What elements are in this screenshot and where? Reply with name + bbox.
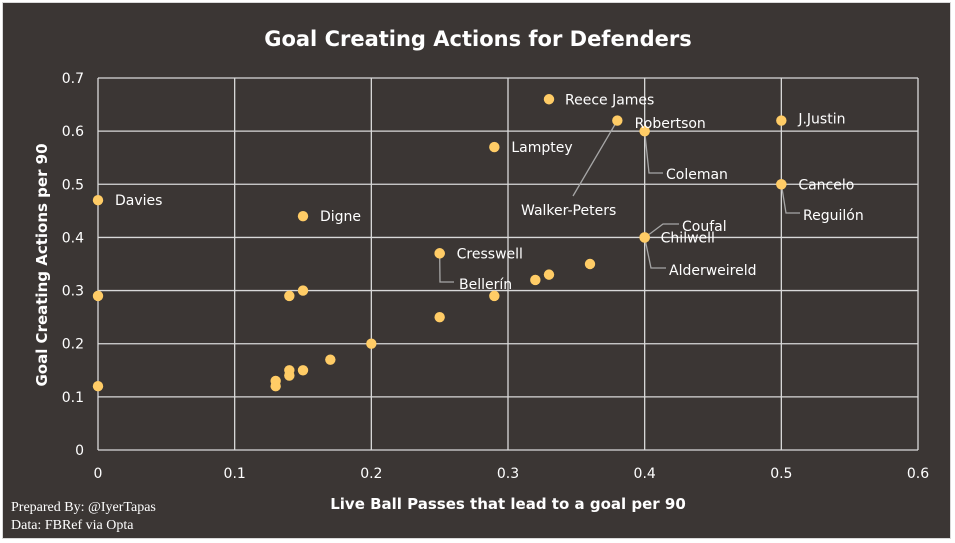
leader-line — [572, 120, 618, 197]
data-point — [297, 285, 309, 296]
data-point — [776, 115, 787, 126]
point-label: Cancelo — [798, 177, 854, 193]
point-label: Reece James — [565, 92, 654, 108]
y-tick-label: 0.2 — [62, 337, 84, 353]
x-tick-label: 0.1 — [224, 466, 246, 482]
data-point — [639, 232, 650, 243]
y-tick-label: 0.5 — [62, 177, 84, 193]
leader-lines — [439, 120, 800, 283]
x-axis-title: Live Ball Passes that lead to a goal per… — [330, 495, 686, 513]
data-point — [92, 195, 104, 206]
data-point — [284, 290, 295, 302]
point-label: Chilwell — [661, 230, 715, 246]
point-label: Coufal — [682, 219, 727, 235]
data-point — [297, 210, 309, 222]
data-point — [284, 370, 295, 381]
data-point — [639, 125, 650, 137]
leader-line — [780, 184, 800, 214]
x-tick-label: 0.2 — [360, 466, 382, 482]
data-point — [325, 354, 336, 365]
y-tick-label: 0.3 — [62, 284, 84, 300]
point-label: Robertson — [635, 116, 706, 132]
leader-line — [644, 131, 663, 174]
y-tick-label: 0.7 — [62, 71, 84, 87]
data-point — [543, 94, 555, 105]
data-point — [530, 274, 541, 286]
y-tick-label: 0.4 — [62, 230, 84, 246]
y-tick-label: 0.6 — [62, 124, 84, 140]
data-points — [92, 94, 787, 392]
point-label: Reguilón — [803, 208, 864, 224]
data-point — [489, 290, 500, 302]
data-point — [543, 269, 555, 280]
data-point — [612, 115, 623, 126]
y-tick-label: 0.1 — [62, 390, 84, 406]
y-axis-title: Goal Creating Actions per 90 — [33, 143, 51, 386]
data-point — [270, 381, 281, 392]
point-label: Digne — [320, 209, 361, 225]
credit-prepared-by: Prepared By: @IyerTapas — [11, 500, 156, 515]
data-point — [489, 141, 500, 153]
x-tick-label: 0.5 — [770, 466, 792, 482]
point-label: J.Justin — [797, 112, 845, 128]
data-point — [584, 258, 596, 270]
data-point — [92, 290, 104, 302]
point-label: Bellerín — [459, 277, 512, 293]
x-tick-label: 0.3 — [497, 466, 519, 482]
point-label: Davies — [115, 193, 162, 209]
tick-labels: 0 0.1 0.2 0.3 0.4 0.5 0.6 0 0.1 0.2 0.3 0.4 0.5 0.6 0.… — [62, 71, 929, 482]
data-point — [92, 381, 104, 392]
y-tick-label: 0 — [75, 443, 84, 459]
point-label: Coleman — [666, 167, 728, 183]
point-label: Alderweireld — [669, 263, 757, 279]
x-tick-label: 0.6 — [907, 466, 929, 482]
point-label: Cresswell — [457, 246, 523, 262]
data-point — [434, 248, 445, 259]
scatter-chart: Goal Creating Actions for Defenders 0 0.1… — [33, 27, 929, 513]
data-point — [297, 365, 309, 376]
data-point — [776, 179, 787, 190]
x-tick-label: 0 — [94, 466, 103, 482]
point-labels: Reece James Walker-Peters Robertson J.Justi… — [115, 92, 864, 293]
point-label: Lamptey — [511, 140, 572, 156]
gridlines — [97, 77, 919, 451]
credit-data-source: Data: FBRef via Opta — [11, 518, 134, 533]
data-point — [366, 338, 377, 349]
point-label: Walker-Peters — [521, 203, 616, 219]
chart-title: Goal Creating Actions for Defenders — [264, 27, 692, 51]
leader-line — [644, 237, 666, 269]
leader-line — [439, 253, 454, 283]
data-point — [434, 311, 445, 323]
x-tick-label: 0.4 — [634, 466, 656, 482]
